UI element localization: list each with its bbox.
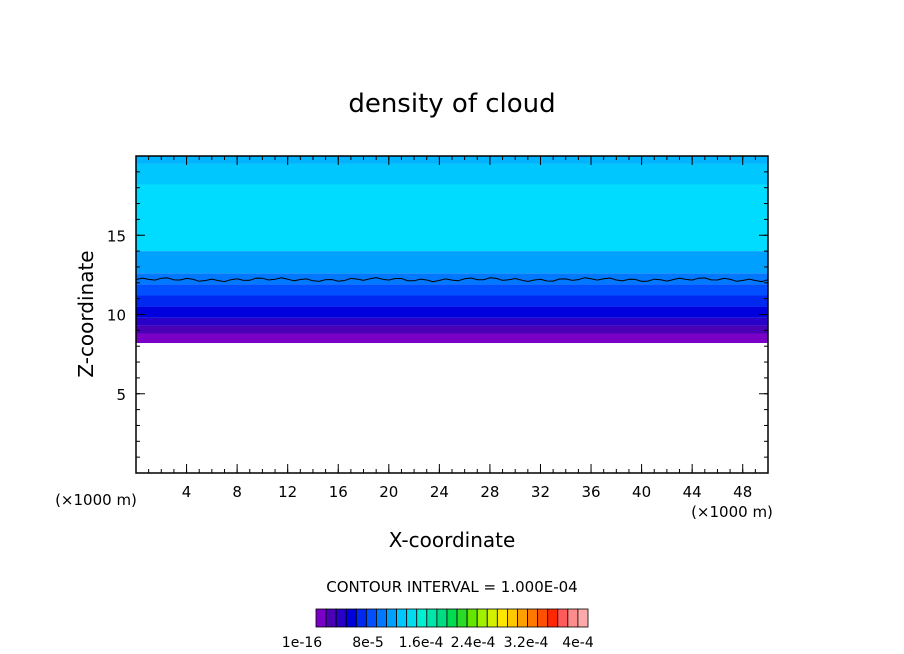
cloud-layer-0 <box>136 333 768 344</box>
colorbar-label: 1e-16 <box>282 635 322 651</box>
x-unit-left: (×1000 m) <box>55 491 137 509</box>
x-tick-label: 48 <box>733 483 752 501</box>
y-tick-label: 15 <box>107 227 126 245</box>
x-tick-label: 32 <box>531 483 550 501</box>
colorbar-swatch <box>527 608 539 628</box>
cloud-layer-5 <box>136 284 768 296</box>
cloud-layer-7 <box>136 251 768 274</box>
colorbar-swatch <box>416 608 428 628</box>
cloud-layer-2 <box>136 317 768 326</box>
cloud-layer-1 <box>136 325 768 334</box>
x-axis-label: X-coordinate <box>389 528 516 552</box>
colorbar-swatch <box>547 608 559 628</box>
colorbar-swatch <box>386 608 397 628</box>
x-tick-label: 20 <box>379 483 398 501</box>
colorbar-swatch <box>376 608 387 628</box>
colorbar-swatch <box>567 608 579 628</box>
colorbar-swatch <box>446 608 458 628</box>
contour-line <box>135 277 769 283</box>
colorbar-swatch <box>507 608 518 628</box>
y-tick-label: 5 <box>116 386 126 404</box>
colorbar-swatch <box>325 608 337 628</box>
colorbar-swatch <box>496 608 508 628</box>
colorbar-swatch <box>355 608 367 628</box>
x-tick-label: 44 <box>683 483 702 501</box>
colorbar-swatch <box>335 608 347 628</box>
colorbar-label: 1.6e-4 <box>399 635 444 651</box>
colorbar-swatch <box>406 608 418 628</box>
colorbar-label: 8e-5 <box>352 635 383 651</box>
colorbar-swatch <box>315 608 327 628</box>
colorbar-swatch <box>537 608 549 628</box>
colorbar-label: 4e-4 <box>562 635 594 651</box>
colorbar-swatch <box>396 608 408 628</box>
x-unit-right: (×1000 m) <box>691 503 773 521</box>
contour-interval-label: CONTOUR INTERVAL = 1.000E-04 <box>326 578 577 596</box>
colorbar-swatch <box>577 608 589 628</box>
colorbar-swatch <box>456 608 468 628</box>
x-tick-label: 4 <box>182 483 192 501</box>
cloud-layer-9 <box>136 163 768 185</box>
colorbar-label: 2.4e-4 <box>451 635 496 651</box>
cloud-layer-3 <box>136 306 768 318</box>
colorbar-label: 3.2e-4 <box>504 635 549 651</box>
cloud-layer-6 <box>136 273 768 285</box>
colorbar: 1e-16 8e-5 1.6e-4 2.4e-4 3.2e-4 4e-4 <box>282 608 594 651</box>
x-tick-label: 24 <box>430 483 449 501</box>
y-tick-label: 10 <box>107 307 126 325</box>
x-tick-label: 16 <box>329 483 348 501</box>
cloud-layer-4 <box>136 295 768 307</box>
x-tick-label: 28 <box>480 483 499 501</box>
colorbar-swatch <box>466 608 478 628</box>
colorbar-swatch <box>365 608 377 628</box>
colorbar-swatch <box>436 608 448 628</box>
colorbar-swatch <box>345 608 357 628</box>
colorbar-swatch <box>476 608 488 628</box>
y-axis-label: Z-coordinate <box>74 250 98 377</box>
colorbar-swatch <box>557 608 569 628</box>
chart-title: density of cloud <box>348 89 555 119</box>
colorbar-swatch <box>517 608 528 628</box>
x-tick-label: 8 <box>232 483 242 501</box>
x-tick-label: 36 <box>581 483 600 501</box>
x-tick-label: 40 <box>632 483 651 501</box>
colorbar-swatch <box>486 608 498 628</box>
x-tick-label: 12 <box>278 483 297 501</box>
cloud-layer-8 <box>136 184 768 252</box>
colorbar-swatch <box>426 608 438 628</box>
